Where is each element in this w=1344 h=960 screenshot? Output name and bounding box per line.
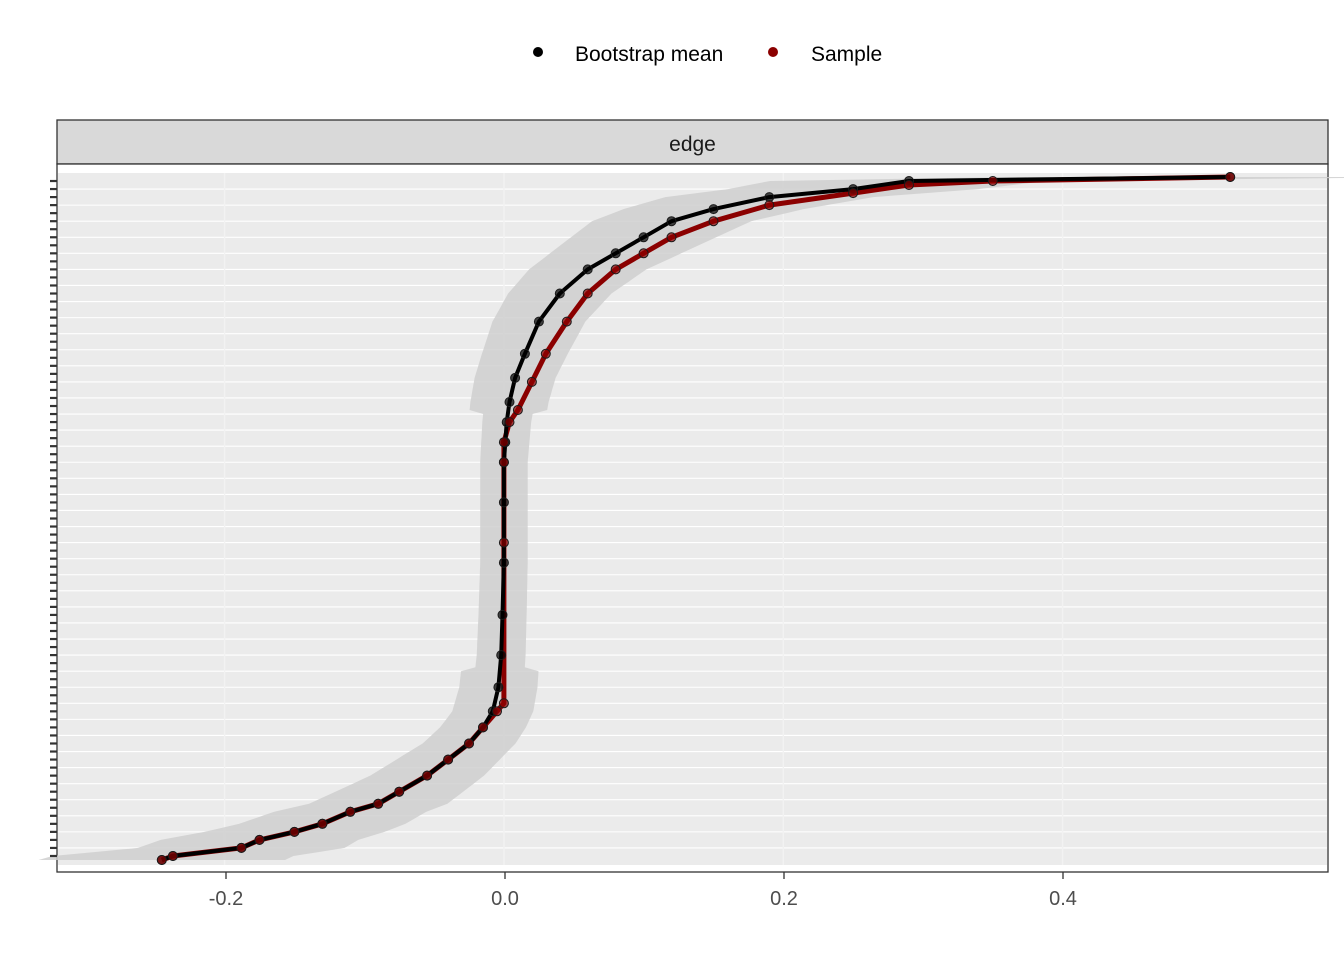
legend-key-sample: [768, 47, 778, 57]
series-point-sample: [610, 264, 621, 275]
series-point-bootstrap-mean: [510, 372, 521, 383]
series-point-bootstrap-mean: [498, 497, 509, 508]
series-point-sample: [498, 537, 509, 548]
series-point-sample: [373, 798, 384, 809]
series-point-bootstrap-mean: [497, 609, 508, 620]
series-point-bootstrap-mean: [582, 264, 593, 275]
x-tick-label-0.0: 0.0: [491, 888, 519, 910]
series-point-sample: [317, 818, 328, 829]
series-point-sample: [638, 248, 649, 259]
series-point-sample: [498, 457, 509, 468]
series-point-sample: [526, 376, 537, 387]
series-point-sample: [561, 316, 572, 327]
panel-background: [58, 173, 1327, 865]
series-point-bootstrap-mean: [519, 348, 530, 359]
x-axis: -0.2 0.0 0.2 0.4: [209, 872, 1077, 910]
x-tick-label-neg0.2: -0.2: [209, 888, 243, 910]
series-point-bootstrap-mean: [554, 288, 565, 299]
series-point-sample: [394, 786, 405, 797]
legend-key-bootstrap-mean: [533, 47, 543, 57]
series-point-sample: [492, 706, 502, 717]
series-point-sample: [464, 738, 474, 749]
series-point-sample: [422, 770, 433, 781]
series-point-sample: [156, 855, 167, 865]
series-point-sample: [254, 834, 265, 845]
series-point-sample: [498, 698, 509, 709]
series-point-sample: [764, 200, 775, 211]
series-layer: [156, 172, 1236, 865]
series-point-bootstrap-mean: [708, 204, 719, 215]
series-point-sample: [708, 216, 719, 227]
facet-strip: [56, 119, 1329, 165]
series-point-bootstrap-mean: [496, 650, 507, 661]
facet-strip-label: edge: [669, 133, 716, 156]
x-tick-label-0.4: 0.4: [1049, 888, 1077, 910]
series-point-sample: [236, 842, 247, 853]
gridlines: [58, 173, 1327, 865]
series-point-sample: [904, 180, 914, 190]
series-point-bootstrap-mean: [666, 216, 677, 227]
legend: Bootstrap mean Sample: [533, 43, 882, 66]
series-point-sample: [498, 437, 509, 448]
series-point-sample: [1225, 172, 1236, 182]
series-point-bootstrap-mean: [610, 248, 621, 259]
series-point-bootstrap-mean: [638, 232, 649, 243]
series-point-sample: [443, 754, 454, 765]
series-point-bootstrap-mean: [498, 557, 509, 568]
series-point-sample: [504, 417, 515, 428]
x-tick-label-0.2: 0.2: [770, 888, 798, 910]
legend-label-bootstrap-mean: Bootstrap mean: [575, 43, 723, 66]
y-axis-ticks: [50, 179, 57, 858]
series-point-sample: [512, 405, 523, 415]
series-point-sample: [167, 851, 178, 861]
series-point-sample: [987, 176, 998, 186]
legend-label-sample: Sample: [811, 43, 882, 66]
series-point-sample: [582, 288, 593, 299]
series-point-bootstrap-mean: [504, 397, 515, 407]
series-point-sample: [540, 348, 551, 359]
series-point-sample: [289, 826, 300, 837]
series-line-bootstrap-mean: [161, 175, 1231, 862]
series-point-bootstrap-mean: [493, 682, 504, 693]
series-point-sample: [345, 806, 356, 817]
series-point-bootstrap-mean: [533, 316, 544, 327]
series-point-sample: [848, 188, 859, 199]
series-point-sample: [478, 722, 488, 733]
series-point-sample: [666, 232, 677, 243]
